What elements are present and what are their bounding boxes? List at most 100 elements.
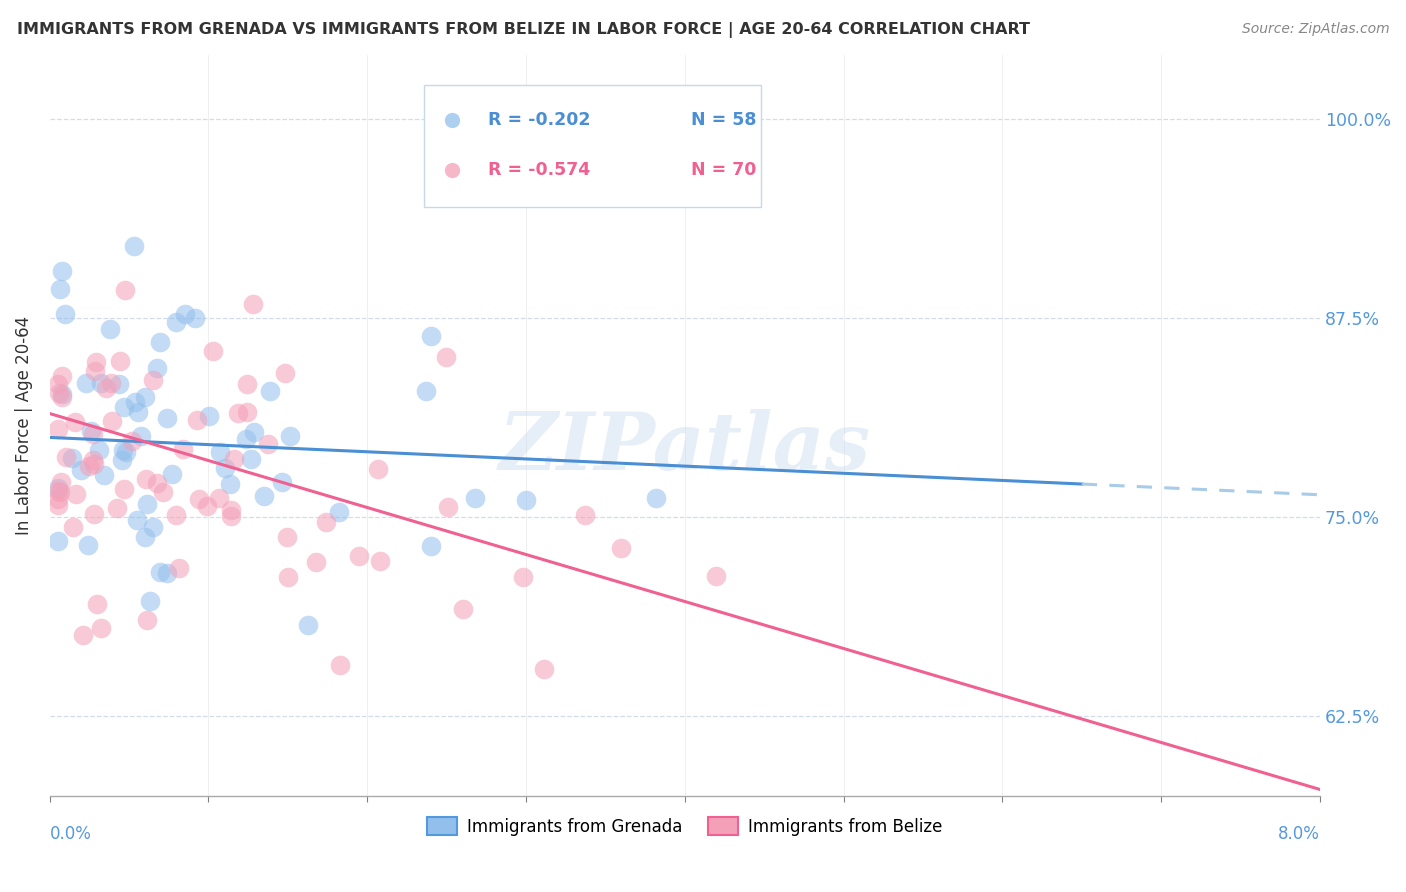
Point xyxy=(420,539,443,553)
Point xyxy=(53,307,76,321)
Point xyxy=(112,400,135,414)
Point xyxy=(437,500,460,514)
Point xyxy=(305,555,328,569)
Point xyxy=(149,334,172,349)
Point xyxy=(65,487,87,501)
Text: IMMIGRANTS FROM GRENADA VS IMMIGRANTS FROM BELIZE IN LABOR FORCE | AGE 20-64 COR: IMMIGRANTS FROM GRENADA VS IMMIGRANTS FR… xyxy=(17,22,1029,38)
Point xyxy=(49,282,72,296)
Point xyxy=(80,424,103,438)
Text: 0.0%: 0.0% xyxy=(49,825,91,844)
Point xyxy=(172,442,194,457)
Point xyxy=(156,566,179,581)
Point xyxy=(121,434,143,448)
Point xyxy=(315,515,337,529)
Point xyxy=(512,570,534,584)
Point xyxy=(228,406,250,420)
Point xyxy=(100,376,122,391)
Point xyxy=(367,462,389,476)
Point xyxy=(112,442,135,457)
Point xyxy=(278,429,301,443)
Point xyxy=(184,310,207,325)
Point xyxy=(167,561,190,575)
Point xyxy=(46,484,69,499)
FancyBboxPatch shape xyxy=(425,85,761,207)
Point xyxy=(134,390,156,404)
Point xyxy=(112,482,135,496)
Point xyxy=(46,491,69,506)
Point xyxy=(83,457,105,471)
Text: N = 58: N = 58 xyxy=(692,112,756,129)
Point xyxy=(198,409,221,423)
Point xyxy=(329,658,352,673)
Point xyxy=(201,343,224,358)
Point xyxy=(83,508,105,522)
Point xyxy=(46,534,69,549)
Text: Source: ZipAtlas.com: Source: ZipAtlas.com xyxy=(1241,22,1389,37)
Point xyxy=(222,451,245,466)
Point xyxy=(136,613,159,627)
Point xyxy=(368,554,391,568)
Point xyxy=(76,538,98,552)
Point xyxy=(134,530,156,544)
Point xyxy=(60,450,83,465)
Point xyxy=(46,377,69,392)
Point xyxy=(55,450,77,464)
Point xyxy=(51,387,73,401)
Point xyxy=(108,354,131,368)
Point xyxy=(347,549,370,564)
Point xyxy=(208,491,231,506)
Point xyxy=(82,427,104,442)
Point xyxy=(49,475,72,490)
Point xyxy=(271,475,294,490)
Point xyxy=(72,627,94,641)
Point xyxy=(704,569,727,583)
Point xyxy=(136,497,159,511)
Point xyxy=(124,394,146,409)
Text: ZIPatlas: ZIPatlas xyxy=(499,409,870,486)
Point xyxy=(256,437,278,451)
Point xyxy=(93,468,115,483)
Text: 8.0%: 8.0% xyxy=(1278,825,1320,844)
Point xyxy=(63,415,86,429)
Point xyxy=(419,329,441,343)
Point xyxy=(208,445,231,459)
Point xyxy=(114,445,136,459)
Point xyxy=(253,489,276,503)
Point xyxy=(219,509,242,524)
Point xyxy=(75,376,97,390)
Point xyxy=(165,315,187,329)
Point xyxy=(90,376,112,390)
Point xyxy=(107,376,129,391)
Point xyxy=(328,505,350,519)
Point xyxy=(277,570,299,584)
Point xyxy=(139,594,162,608)
Point xyxy=(146,360,169,375)
Point xyxy=(146,475,169,490)
Point xyxy=(107,500,129,515)
Point xyxy=(165,508,187,523)
Point xyxy=(114,283,136,297)
Point xyxy=(111,453,134,467)
Point xyxy=(101,414,124,428)
Text: R = -0.574: R = -0.574 xyxy=(488,161,591,179)
Point xyxy=(219,477,242,491)
Point xyxy=(83,364,105,378)
Point xyxy=(98,321,121,335)
Point xyxy=(149,565,172,579)
Point xyxy=(162,467,184,482)
Point xyxy=(214,461,236,475)
Point xyxy=(644,491,666,505)
Point xyxy=(94,381,117,395)
Point xyxy=(48,385,70,400)
Point xyxy=(135,472,157,486)
Point xyxy=(451,602,474,616)
Point xyxy=(49,485,72,500)
Point xyxy=(173,307,195,321)
Point xyxy=(152,485,174,500)
Point xyxy=(259,384,281,398)
Point xyxy=(574,508,596,522)
Point xyxy=(122,239,145,253)
Point xyxy=(297,618,319,632)
Y-axis label: In Labor Force | Age 20-64: In Labor Force | Age 20-64 xyxy=(15,316,32,535)
Point xyxy=(276,530,298,544)
